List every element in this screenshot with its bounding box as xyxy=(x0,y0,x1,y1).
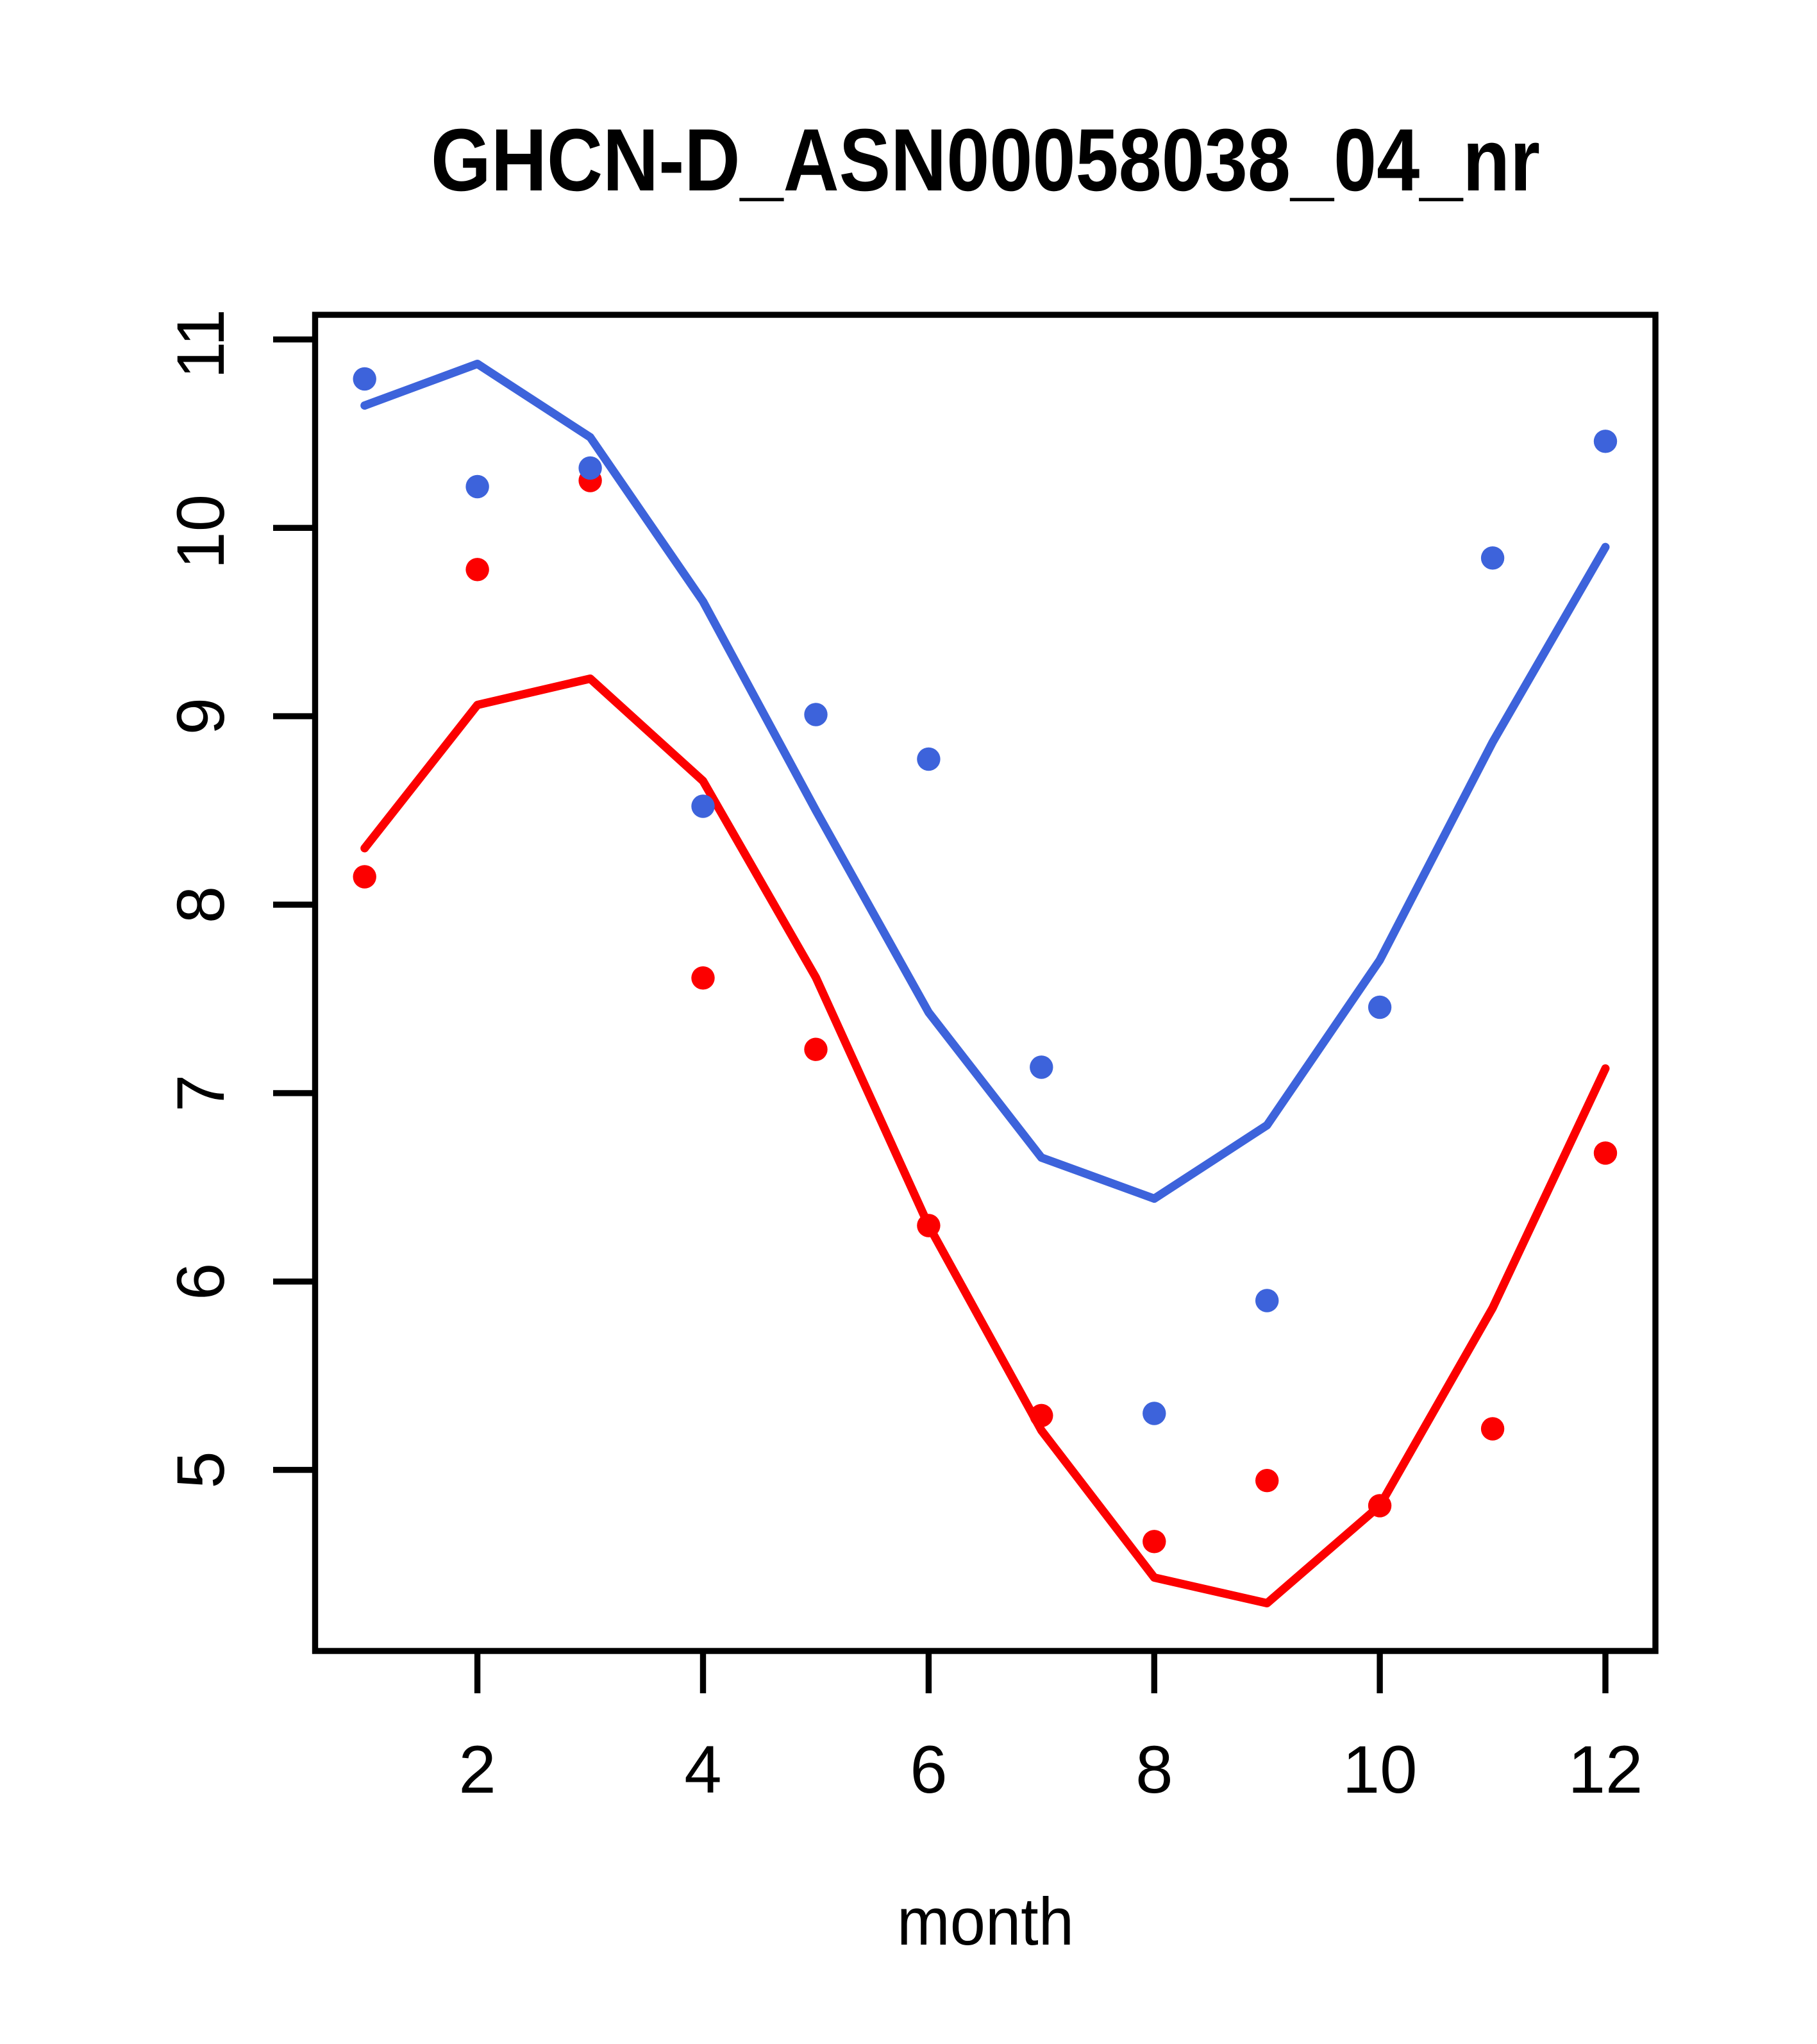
svg-text:month: month xyxy=(897,1884,1074,1959)
svg-text:9: 9 xyxy=(163,698,239,735)
svg-text:8: 8 xyxy=(1135,1732,1173,1807)
svg-text:12: 12 xyxy=(1568,1732,1643,1807)
svg-text:11: 11 xyxy=(163,309,239,379)
svg-text:6: 6 xyxy=(163,1263,239,1300)
svg-text:5: 5 xyxy=(163,1451,239,1488)
svg-text:2: 2 xyxy=(458,1732,496,1807)
svg-text:6: 6 xyxy=(910,1732,947,1807)
svg-text:10: 10 xyxy=(1343,1732,1418,1807)
svg-text:10: 10 xyxy=(163,494,239,569)
svg-text:7: 7 xyxy=(163,1075,239,1112)
svg-text:GHCN-D_ASN00058038_04_nr: GHCN-D_ASN00058038_04_nr xyxy=(431,111,1540,210)
svg-text:4: 4 xyxy=(684,1732,721,1807)
svg-text:8: 8 xyxy=(163,886,239,923)
